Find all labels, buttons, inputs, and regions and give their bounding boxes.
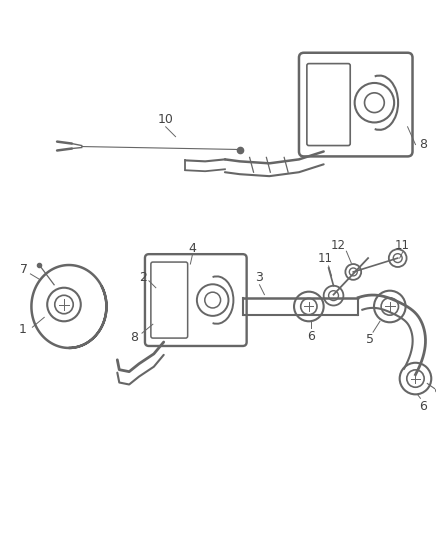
Text: 7: 7 <box>21 263 28 277</box>
Text: 4: 4 <box>188 242 196 255</box>
Text: 10: 10 <box>158 114 173 126</box>
Text: 6: 6 <box>420 400 427 413</box>
Text: 1: 1 <box>18 322 26 336</box>
Text: 5: 5 <box>366 333 374 345</box>
Text: 8: 8 <box>130 330 138 344</box>
Text: 3: 3 <box>255 271 263 284</box>
Text: 8: 8 <box>419 138 427 151</box>
Text: 12: 12 <box>331 239 346 252</box>
Text: 6: 6 <box>307 329 315 343</box>
Text: 11: 11 <box>318 252 333 264</box>
Text: 2: 2 <box>139 271 147 284</box>
Text: 11: 11 <box>395 239 410 252</box>
